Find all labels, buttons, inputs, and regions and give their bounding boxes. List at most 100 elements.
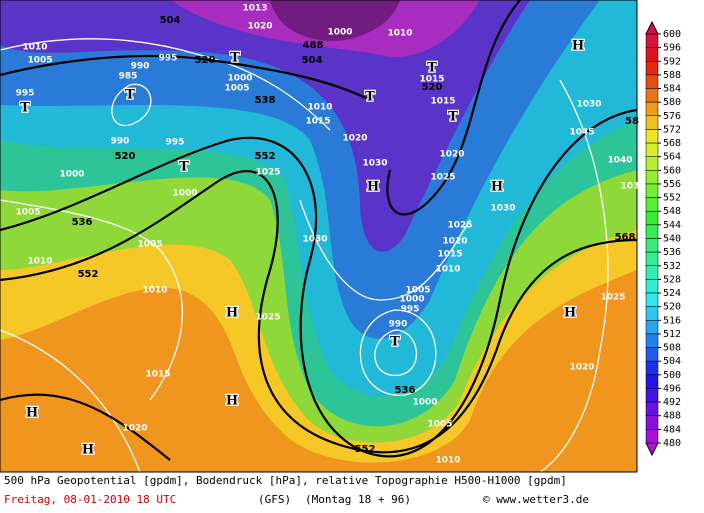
colorbar-swatch bbox=[645, 429, 659, 444]
pressure-center: T bbox=[230, 51, 240, 66]
colorbar-swatch bbox=[645, 238, 659, 253]
colorbar-label: 516 bbox=[663, 315, 681, 326]
colorbar-swatch bbox=[645, 47, 659, 62]
colorbar-label: 488 bbox=[663, 411, 681, 422]
contour-label: 488 bbox=[303, 40, 324, 51]
contour-label: 1025 bbox=[600, 293, 625, 303]
contour-label: 1020 bbox=[442, 237, 467, 247]
contour-label: 552 bbox=[355, 444, 376, 455]
colorbar-swatch bbox=[645, 347, 659, 362]
colorbar-label: 508 bbox=[663, 343, 681, 354]
colorbar-swatch bbox=[645, 265, 659, 280]
colorbar-swatch bbox=[645, 210, 659, 226]
colorbar-swatch bbox=[645, 292, 659, 307]
contour-label: 1005 bbox=[427, 420, 452, 430]
contour-label: 552 bbox=[78, 269, 99, 280]
contour-label: 1010 bbox=[387, 29, 412, 39]
contour-label: 1020 bbox=[122, 424, 147, 434]
contour-label: 1000 bbox=[327, 28, 352, 38]
colorbar-swatch bbox=[645, 374, 659, 389]
contour-label: 1030 bbox=[576, 100, 601, 110]
pressure-center: H bbox=[491, 180, 503, 195]
colorbar-swatch bbox=[645, 142, 659, 157]
contour-label: 995 bbox=[16, 89, 35, 99]
colorbar-swatch bbox=[645, 61, 659, 76]
footer-run: (Montag 18 + 96) bbox=[305, 493, 411, 506]
contour-label: 1010 bbox=[142, 286, 167, 296]
colorbar-swatch bbox=[645, 115, 659, 130]
colorbar-swatch bbox=[645, 320, 659, 335]
pressure-center: T bbox=[179, 160, 189, 175]
footer-description: 500 hPa Geopotential [gpdm], Bodendruck … bbox=[4, 474, 567, 487]
colorbar-label: 592 bbox=[663, 56, 681, 67]
colorbar-label: 512 bbox=[663, 329, 681, 340]
geopotential-line bbox=[0, 170, 638, 454]
colorbar-label: 484 bbox=[663, 424, 681, 435]
colorbar-label: 524 bbox=[663, 288, 681, 299]
footer-credit: © www.wetter3.de bbox=[483, 493, 589, 506]
colorbar-label: 548 bbox=[663, 206, 681, 217]
contour-label: 520 bbox=[422, 82, 443, 93]
isobar bbox=[539, 79, 609, 473]
contour-label: 1015 bbox=[305, 117, 330, 127]
contour-label: 1010 bbox=[307, 103, 332, 113]
contour-label: 552 bbox=[255, 151, 276, 162]
contour-label: 1010 bbox=[435, 456, 460, 466]
colorbar-swatch bbox=[645, 415, 659, 430]
colorbar-label: 528 bbox=[663, 274, 681, 285]
footer-model: (GFS) bbox=[258, 493, 291, 506]
contour-label: 520 bbox=[115, 151, 136, 162]
colorbar-swatch bbox=[645, 333, 659, 348]
colorbar-swatch bbox=[645, 251, 659, 267]
colorbar-label: 576 bbox=[663, 111, 681, 122]
pressure-center: H bbox=[82, 443, 94, 458]
contour-label: 995 bbox=[401, 305, 420, 315]
isobar bbox=[299, 199, 471, 301]
pressure-center: H bbox=[226, 394, 238, 409]
contour-label: 103 bbox=[621, 182, 640, 192]
contour-label: 538 bbox=[255, 95, 276, 106]
colorbar-swatch bbox=[645, 388, 659, 403]
geopotential-line bbox=[386, 0, 521, 216]
contour-label: 1015 bbox=[419, 75, 444, 85]
contour-label: 1020 bbox=[247, 22, 272, 32]
geopotential-line bbox=[0, 393, 171, 461]
map-frame bbox=[0, 0, 638, 473]
colorbar-swatch bbox=[645, 101, 659, 117]
colorbar-swatch bbox=[645, 74, 659, 89]
contour-label: 58 bbox=[625, 116, 639, 127]
contour-label: 1005 bbox=[15, 208, 40, 218]
pressure-center: H bbox=[226, 306, 238, 321]
colorbar-swatch bbox=[645, 279, 659, 294]
contour-label: 1025 bbox=[255, 168, 280, 178]
colorbar-label: 504 bbox=[663, 356, 681, 367]
contour-label: 1005 bbox=[137, 240, 162, 250]
colorbar-label: 584 bbox=[663, 84, 681, 95]
contour-label: 1000 bbox=[227, 74, 252, 84]
colorbar-label: 496 bbox=[663, 383, 681, 394]
contour-label: 1010 bbox=[435, 265, 460, 275]
colorbar-swatch bbox=[645, 197, 659, 212]
contour-label: 1013 bbox=[242, 4, 267, 14]
contour-label: 990 bbox=[111, 137, 130, 147]
contour-label: 995 bbox=[166, 138, 185, 148]
colorbar: 600 596 592 588 584 580 576 572 568 564 560 556 552 5… bbox=[645, 20, 681, 457]
colorbar-label: 552 bbox=[663, 193, 681, 204]
isobar bbox=[359, 309, 437, 396]
colorbar-label: 580 bbox=[663, 97, 681, 108]
map bbox=[0, 0, 638, 473]
colorbar-swatch bbox=[645, 129, 659, 144]
isobar bbox=[0, 38, 331, 131]
contour-label: 1040 bbox=[607, 156, 632, 166]
contour-label: 995 bbox=[159, 54, 178, 64]
geopotential-line bbox=[0, 108, 638, 458]
colorbar-label: 560 bbox=[663, 165, 681, 176]
contour-label: 1020 bbox=[439, 150, 464, 160]
contour-label: 1025 bbox=[255, 313, 280, 323]
contour-label: 536 bbox=[395, 385, 416, 396]
colorbar-swatch bbox=[645, 156, 659, 171]
colorbar-label: 544 bbox=[663, 220, 681, 231]
isobar bbox=[0, 199, 183, 401]
contour-label: 1015 bbox=[437, 250, 462, 260]
